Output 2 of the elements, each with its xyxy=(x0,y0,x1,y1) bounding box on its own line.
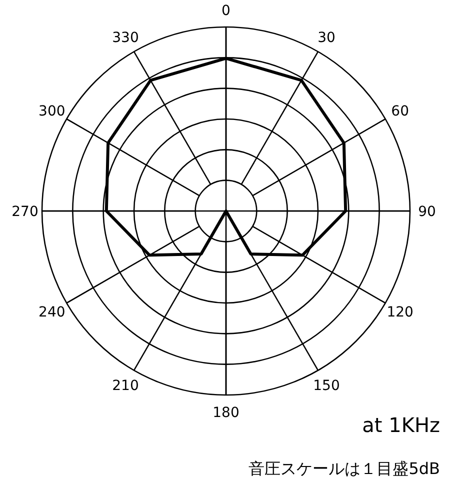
annotation: 音圧スケールは１目盛5dB xyxy=(248,459,440,478)
annotation: at 1KHz xyxy=(362,413,440,437)
